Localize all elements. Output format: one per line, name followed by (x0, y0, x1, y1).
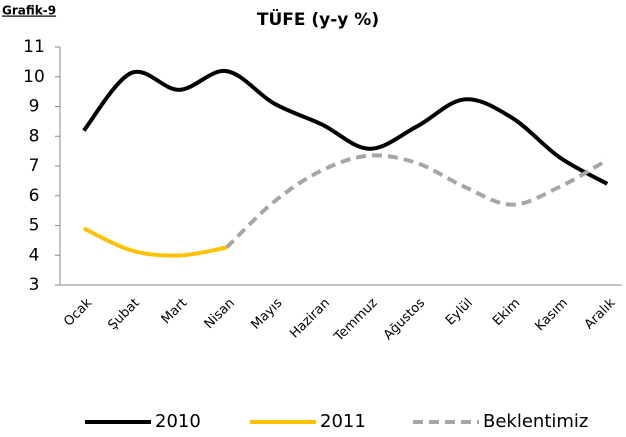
y-tick-label: 8 (29, 126, 40, 146)
x-tick-label: Haziran (287, 296, 333, 342)
y-tick-label: 6 (29, 186, 40, 206)
series-line (225, 153, 609, 249)
figure-label: Grafik-9 (2, 4, 56, 18)
x-tick-label: Ocak (61, 295, 95, 329)
y-tick-label: 3 (29, 275, 40, 295)
legend-label: 2011 (320, 411, 366, 432)
x-tick-label: Aralık (582, 295, 619, 332)
y-tick-label: 4 (29, 245, 40, 265)
x-tick-label: Ekim (490, 296, 523, 329)
x-tick-label: Kasım (533, 296, 571, 334)
chart-title: TÜFE (y-y %) (257, 8, 379, 30)
legend-label: 2010 (155, 411, 201, 432)
x-tick-label: Mayıs (248, 296, 285, 333)
y-tick-label: 11 (23, 37, 45, 57)
series-line (82, 226, 227, 258)
x-tick-label: Nisan (202, 296, 238, 332)
series-line (82, 69, 609, 186)
x-tick-label: Temmuz (331, 296, 381, 346)
y-tick-label: 9 (29, 97, 40, 117)
x-tick-label: Şubat (105, 296, 142, 333)
y-tick-label: 7 (29, 156, 40, 176)
x-tick-label: Ağustos (381, 296, 429, 344)
x-tick-label: Mart (159, 296, 191, 328)
x-tick-label: Eylül (443, 296, 476, 329)
y-tick-label: 5 (29, 216, 40, 236)
legend-label: Beklentimiz (483, 411, 588, 432)
y-tick-label: 10 (23, 67, 45, 87)
